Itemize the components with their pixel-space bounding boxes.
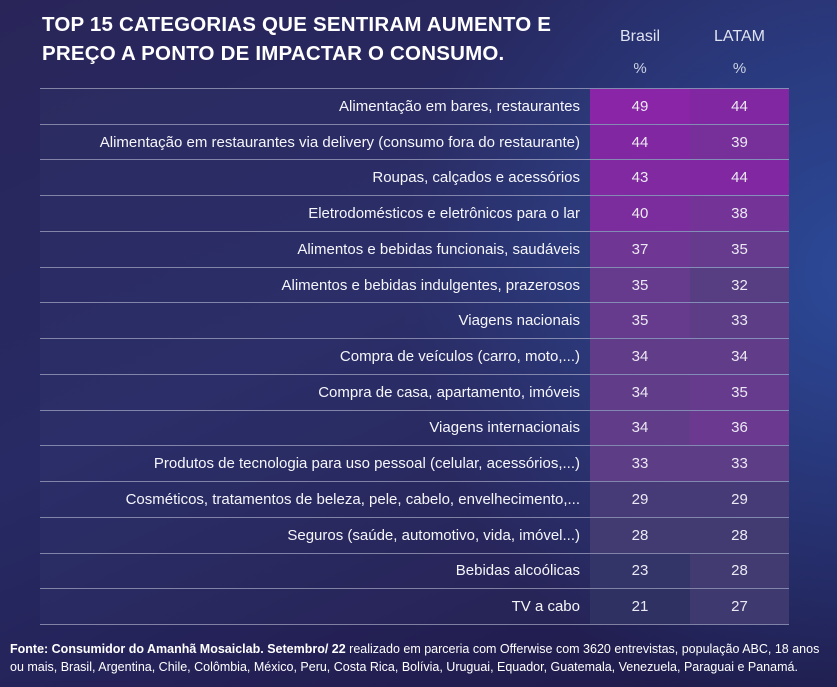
category-label: Compra de veículos (carro, moto,...) [40, 339, 590, 374]
brasil-value-cell: 43 [590, 160, 690, 196]
brasil-value-cell: 29 [590, 482, 690, 517]
percent-symbol-latam: % [732, 60, 747, 77]
column-header-brasil-label: Brasil [619, 28, 660, 45]
table-row: TV a cabo 21 27 [40, 588, 789, 625]
table-row: Roupas, calçados e acessórios 43 44 [40, 159, 789, 196]
latam-value-cell: 28 [690, 517, 789, 553]
category-label: Compra de casa, apartamento, imóveis [40, 374, 590, 410]
latam-value-cell: 35 [690, 231, 789, 267]
table-row: Alimentação em restaurantes via delivery… [40, 123, 789, 160]
table-row: Alimentos e bebidas indulgentes, prazero… [40, 266, 789, 303]
category-label: Alimentação em restaurantes via delivery… [40, 124, 590, 160]
brasil-value-cell: 33 [590, 446, 690, 482]
latam-value-cell: 44 [690, 160, 789, 196]
category-label: Cosméticos, tratamentos de beleza, pele,… [40, 482, 590, 517]
latam-value-cell: 28 [690, 553, 789, 589]
latam-value-cell: 39 [690, 124, 789, 160]
table-row: Compra de casa, apartamento, imóveis 34 … [40, 373, 789, 410]
latam-value-cell: 29 [690, 482, 789, 517]
latam-value-cell: 33 [690, 446, 789, 482]
footer-source-bold: Fonte: Consumidor do Amanhã Mosaiclab. S… [10, 642, 346, 656]
latam-value-cell: 34 [690, 339, 789, 374]
column-header-brasil: Brasil % [590, 28, 690, 77]
latam-value-cell: 36 [690, 410, 789, 446]
latam-value-cell: 38 [690, 196, 789, 231]
category-label: Bebidas alcoólicas [40, 553, 590, 589]
table-row: Bebidas alcoólicas 23 28 [40, 552, 789, 589]
brasil-value-cell: 35 [590, 267, 690, 303]
brasil-value-cell: 35 [590, 303, 690, 339]
table-row: Viagens internacionais 34 36 [40, 409, 789, 446]
table-row: Compra de veículos (carro, moto,...) 34 … [40, 338, 789, 374]
brasil-value-cell: 44 [590, 124, 690, 160]
category-label: Roupas, calçados e acessórios [40, 160, 590, 196]
table-row: Viagens nacionais 35 33 [40, 302, 789, 339]
category-label: Produtos de tecnologia para uso pessoal … [40, 446, 590, 482]
brasil-value-cell: 28 [590, 517, 690, 553]
category-label: Viagens internacionais [40, 410, 590, 446]
column-header-latam-label: LATAM [714, 28, 765, 45]
latam-value-cell: 35 [690, 374, 789, 410]
table-row: Alimentação em bares, restaurantes 49 44 [40, 88, 789, 124]
latam-value-cell: 32 [690, 267, 789, 303]
category-label: Alimentos e bebidas indulgentes, prazero… [40, 267, 590, 303]
table-row: Alimentos e bebidas funcionais, saudávei… [40, 230, 789, 267]
category-label: Alimentos e bebidas funcionais, saudávei… [40, 231, 590, 267]
latam-value-cell: 44 [690, 89, 789, 124]
heatmap-table: Alimentação em bares, restaurantes 49 44… [40, 88, 789, 625]
brasil-value-cell: 34 [590, 374, 690, 410]
footer-note: Fonte: Consumidor do Amanhã Mosaiclab. S… [10, 640, 830, 676]
latam-value-cell: 27 [690, 589, 789, 625]
table-row: Cosméticos, tratamentos de beleza, pele,… [40, 481, 789, 517]
table-row: Produtos de tecnologia para uso pessoal … [40, 445, 789, 482]
brasil-value-cell: 37 [590, 231, 690, 267]
category-label: Eletrodomésticos e eletrônicos para o la… [40, 196, 590, 231]
latam-value-cell: 33 [690, 303, 789, 339]
brasil-value-cell: 49 [590, 89, 690, 124]
column-header-latam: LATAM % [690, 28, 789, 77]
brasil-value-cell: 40 [590, 196, 690, 231]
category-label: Viagens nacionais [40, 303, 590, 339]
percent-symbol-brasil: % [633, 60, 647, 77]
brasil-value-cell: 34 [590, 339, 690, 374]
table-row: Eletrodomésticos e eletrônicos para o la… [40, 195, 789, 231]
brasil-value-cell: 21 [590, 589, 690, 625]
chart-title: TOP 15 CATEGORIAS QUE SENTIRAM AUMENTO E… [42, 13, 552, 66]
footer-source-regular: realizado em parceria com Offerwise com … [10, 642, 820, 675]
brasil-value-cell: 34 [590, 410, 690, 446]
category-label: TV a cabo [40, 589, 590, 625]
table-row: Seguros (saúde, automotivo, vida, imóvel… [40, 516, 789, 553]
category-label: Alimentação em bares, restaurantes [40, 89, 590, 124]
category-label: Seguros (saúde, automotivo, vida, imóvel… [40, 517, 590, 553]
brasil-value-cell: 23 [590, 553, 690, 589]
